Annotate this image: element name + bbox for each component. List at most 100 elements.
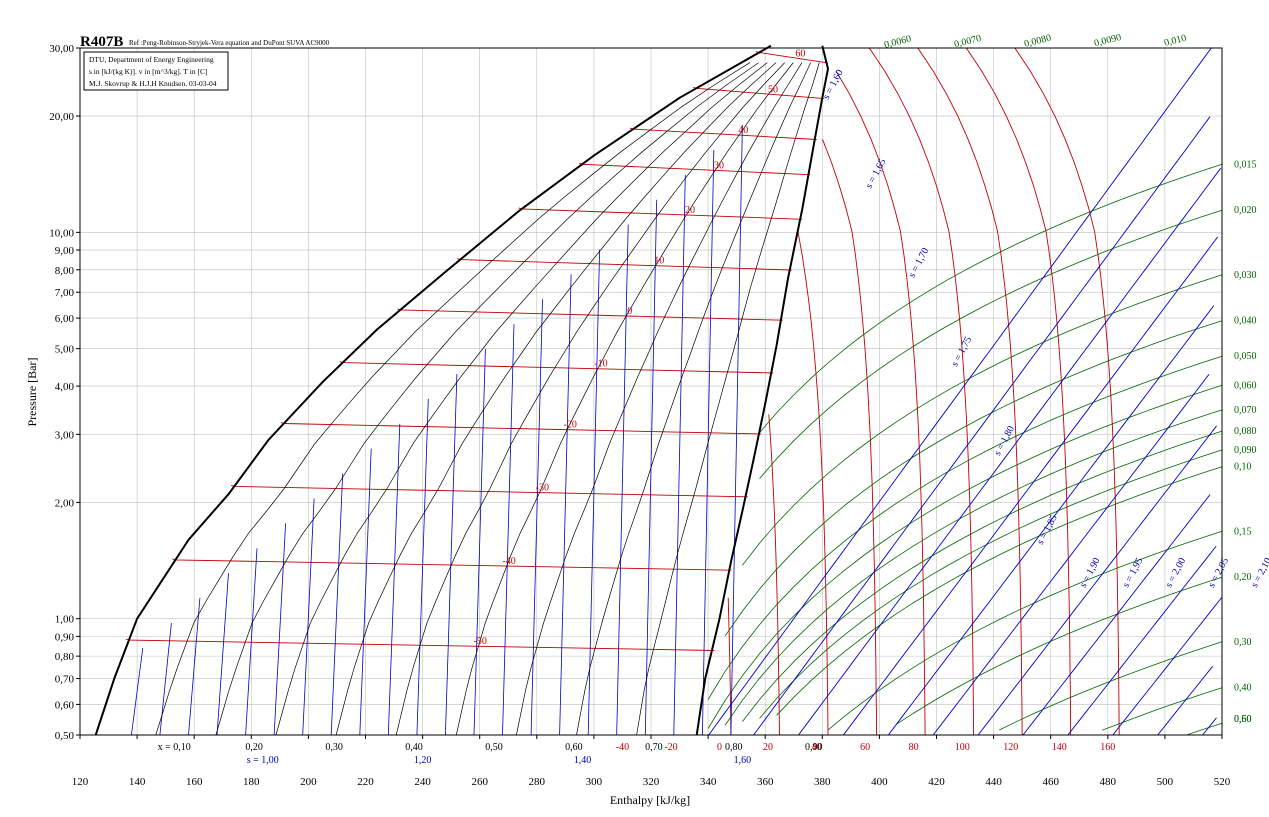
isotherm-line	[768, 414, 780, 736]
isentrope-line	[843, 236, 1219, 736]
y-tick-label: 4,00	[55, 381, 75, 393]
isotherm-line	[397, 308, 783, 321]
y-tick-label: 30,00	[49, 43, 74, 55]
isotherm-bottom-label: 120	[1003, 742, 1018, 753]
isentrope-line	[1067, 545, 1217, 736]
isochore-label: 0,60	[1234, 714, 1252, 725]
isentrope-line	[587, 249, 600, 736]
isotherm-line	[835, 70, 926, 736]
isochore-line	[896, 576, 1223, 725]
isochore-label: 0,50	[1234, 714, 1252, 725]
info-line: M.J. Skovrup & H.J.H Knudsen. 03-03-04	[89, 79, 217, 88]
quality-label: x = 0,10	[158, 742, 191, 753]
isochore-label: 0,030	[1234, 270, 1257, 281]
x-tick-label: 160	[186, 776, 203, 788]
info-line: DTU, Department of Energy Engineering	[89, 55, 214, 64]
quality-line	[275, 62, 768, 736]
isotherm-label: 50	[768, 84, 778, 95]
isotherm-bottom-label: -40	[616, 742, 629, 753]
isotherm-bottom-label: 20	[763, 742, 773, 753]
x-tick-label: 520	[1214, 776, 1231, 788]
x-tick-label: 480	[1100, 776, 1117, 788]
isochore-label: 0,0080	[1023, 33, 1052, 50]
isochore-line	[707, 384, 1223, 729]
isentrope-label: s = 1,65	[864, 157, 889, 190]
entropy-label: s = 1,00	[247, 755, 279, 766]
isentrope-line	[473, 349, 486, 736]
isentrope-line	[730, 124, 743, 736]
info-line: s in [kJ/(kg K)]. v in [m^3/kg]. T in [C…	[89, 67, 207, 76]
isochore-line	[759, 209, 1223, 479]
isentrope-line	[753, 116, 1211, 736]
isentrope-label: s = 2,10	[1249, 556, 1269, 589]
isochore-label: 0,070	[1234, 405, 1257, 416]
quality-line	[516, 62, 803, 736]
isentrope-line	[131, 647, 144, 736]
x-tick-label: 300	[586, 776, 603, 788]
isotherm-line	[797, 231, 829, 736]
isentrope-line	[302, 498, 315, 736]
x-tick-label: 200	[300, 776, 317, 788]
x-tick-label: 240	[414, 776, 431, 788]
isotherm-label: 30	[714, 160, 724, 171]
isotherm-bottom-label: 140	[1052, 742, 1067, 753]
isochore-line	[707, 355, 1223, 700]
x-tick-label: 460	[1042, 776, 1059, 788]
isentrope-line	[559, 274, 572, 736]
y-tick-label: 1,00	[55, 614, 75, 626]
isentrope-line	[216, 573, 229, 736]
y-tick-label: 6,00	[55, 313, 75, 325]
isotherm-line	[518, 207, 803, 220]
x-axis-label: Enthalpy [kJ/kg]	[610, 793, 690, 807]
isochore-label: 0,050	[1234, 351, 1257, 362]
info-box	[83, 51, 229, 91]
isentrope-label: s = 1,75	[949, 335, 974, 368]
quality-label: 0,80	[725, 742, 743, 753]
quality-line	[335, 62, 777, 736]
isentrope-line	[359, 448, 372, 736]
isentrope-line	[1112, 597, 1222, 736]
isotherm-bottom-label: 60	[860, 742, 870, 753]
isotherm-line	[755, 51, 829, 64]
isochore-line	[1187, 722, 1223, 735]
isentrope-line	[273, 523, 286, 736]
isentrope-line	[330, 473, 344, 736]
quality-label: 0,70	[645, 742, 663, 753]
quality-line	[576, 62, 812, 736]
isochore-line	[724, 320, 1223, 637]
quality-label: 0,30	[325, 742, 343, 753]
x-tick-label: 380	[814, 776, 831, 788]
isotherm-label: 60	[795, 49, 805, 60]
saturated-liquid-curve	[94, 44, 772, 736]
isotherm-line	[917, 47, 1023, 736]
x-tick-label: 140	[129, 776, 146, 788]
isentrope-line	[673, 174, 686, 736]
y-tick-label: 0,70	[55, 674, 75, 686]
isentrope-line	[932, 374, 1210, 736]
isentrope-label: s = 1,95	[1121, 556, 1146, 589]
isochore-label: 0,0090	[1093, 32, 1122, 49]
quality-line	[215, 62, 759, 736]
isentrope-label: s = 1,70	[907, 246, 932, 279]
isotherm-line	[693, 86, 825, 100]
y-tick-label: 9,00	[55, 245, 75, 257]
isotherm-label: -30	[536, 482, 549, 493]
isotherm-bottom-label: -20	[664, 742, 677, 753]
isentrope-line	[977, 425, 1217, 736]
isochore-line	[776, 466, 1223, 716]
isotherm-label: 0	[627, 306, 632, 317]
chart-title: R407B	[80, 34, 123, 50]
isotherm-bottom-label: 100	[955, 742, 970, 753]
isentrope-line	[159, 622, 172, 736]
y-tick-label: 0,90	[55, 631, 75, 643]
quality-label: 0,40	[405, 742, 423, 753]
isentrope-line	[416, 398, 429, 736]
x-tick-label: 340	[700, 776, 717, 788]
isotherm-line	[1014, 47, 1120, 736]
isentrope-line	[616, 224, 629, 736]
isochore-line	[999, 641, 1223, 731]
isotherm-line	[965, 47, 1072, 736]
y-tick-label: 10,00	[49, 227, 74, 239]
isochore-label: 0,010	[1163, 33, 1187, 49]
